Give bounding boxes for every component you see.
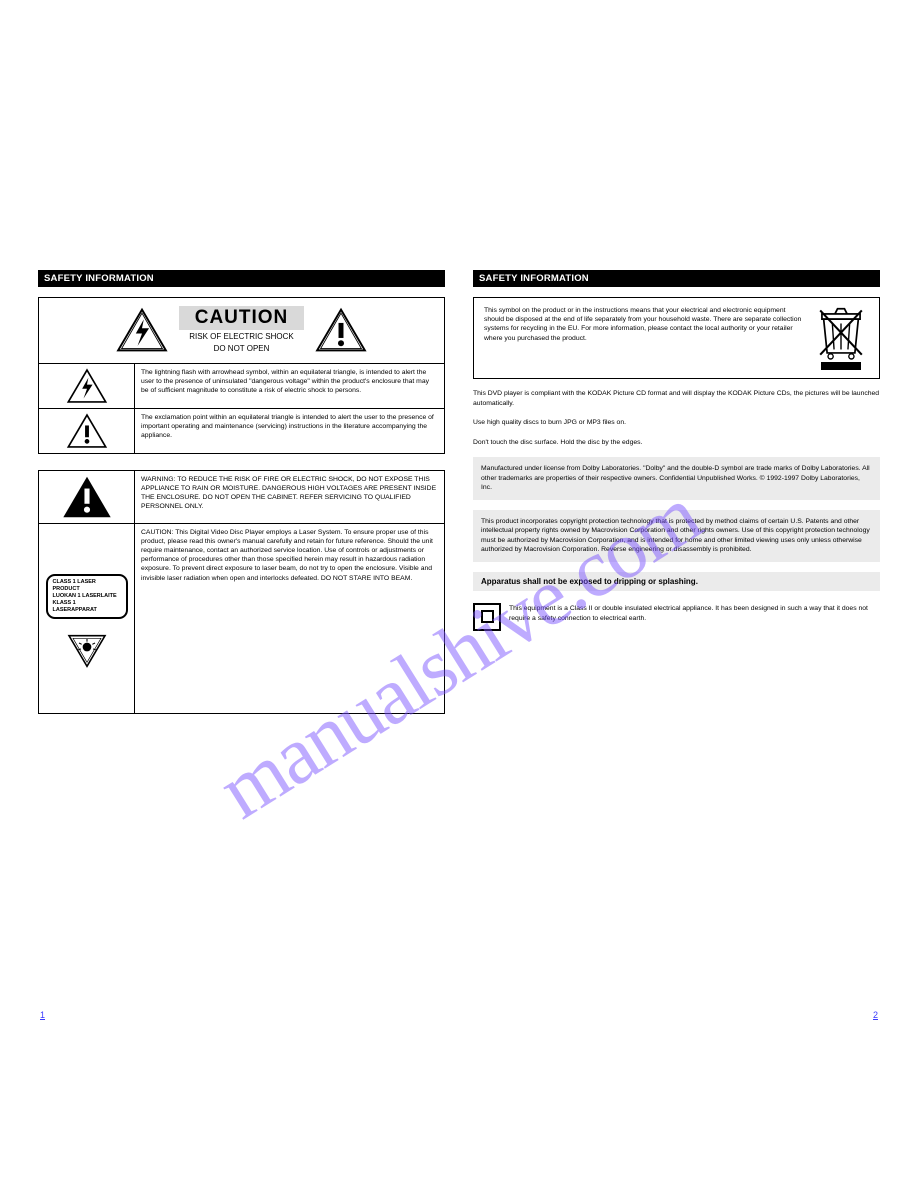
shock-text: The lightning flash with arrowhead symbo… [135,364,444,408]
solid-warning-triangle-icon [61,475,113,519]
exclamation-triangle-icon [314,307,368,353]
class1-laser-label: CLASS 1 LASER PRODUCT LUOKAN 1 LASERLAIT… [46,574,128,620]
macrovision-notice: This product incorporates copyright prot… [473,510,880,562]
page-body: SAFETY INFORMATION CAUTION RISK OF ELECT… [0,0,918,716]
laser-text: CAUTION: This Digital Video Disc Player … [135,524,444,713]
double-insulation-icon [473,603,501,631]
weee-bin-icon [815,306,867,360]
excl-text: The exclamation point within an equilate… [135,409,444,453]
right-column: SAFETY INFORMATION This symbol on the pr… [473,270,880,716]
right-section-header: SAFETY INFORMATION [473,270,880,287]
exclamation-triangle-icon [66,413,108,449]
caution-line1: RISK OF ELECTRIC SHOCK [179,332,305,342]
caution-block: CAUTION RISK OF ELECTRIC SHOCK DO NOT OP… [38,297,445,454]
disc-handling-para: Don't touch the disc surface. Hold the d… [473,438,880,448]
caution-line2: DO NOT OPEN [179,344,305,354]
page-number-row: 1 2 [0,1010,918,1020]
warning-text: WARNING: TO REDUCE THE RISK OF FIRE OR E… [135,471,444,523]
lightning-triangle-icon [115,307,169,353]
left-column: SAFETY INFORMATION CAUTION RISK OF ELECT… [38,270,445,716]
weee-text: This symbol on the product or in the ins… [484,306,805,370]
warning-laser-block: WARNING: TO REDUCE THE RISK OF FIRE OR E… [38,470,445,714]
warning-icon-cell [39,471,135,523]
page-link-left[interactable]: 1 [40,1010,45,1020]
left-section-header: SAFETY INFORMATION [38,270,445,287]
caution-center: CAUTION RISK OF ELECTRIC SHOCK DO NOT OP… [179,306,305,355]
dolby-notice: Manufactured under license from Dolby La… [473,457,880,500]
weee-block: This symbol on the product or in the ins… [473,297,880,379]
disc-quality-para: Use high quality discs to burn JPG or MP… [473,418,880,428]
weee-icon-wrap [813,306,869,370]
excl-icon-cell [39,409,135,453]
splashing-notice: Apparatus shall not be exposed to drippi… [473,572,880,591]
laser-beam-triangle-icon [67,633,107,669]
lightning-triangle-icon [66,368,108,404]
class2-text: This equipment is a Class II or double i… [509,604,880,623]
caution-title: CAUTION [179,306,305,330]
weee-bar-icon [821,362,861,370]
shock-icon-cell [39,364,135,408]
kodak-para: This DVD player is compliant with the KO… [473,389,880,408]
laser-icon-cell: CLASS 1 LASER PRODUCT LUOKAN 1 LASERLAIT… [39,524,135,713]
page-link-right[interactable]: 2 [873,1010,878,1020]
